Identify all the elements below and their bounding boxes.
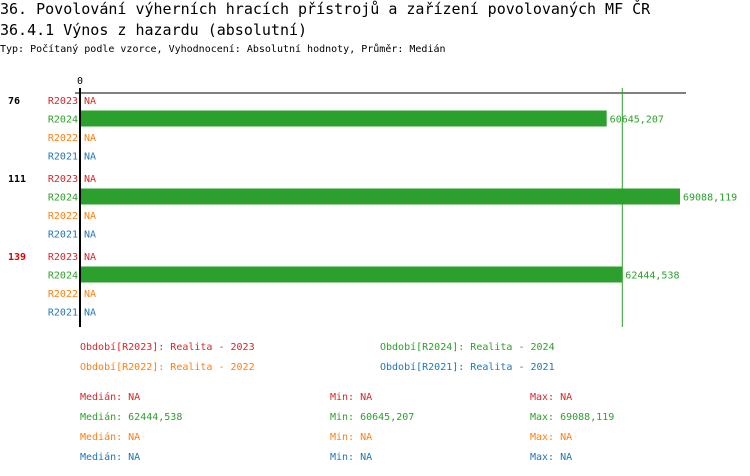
stat-max: Max: NA bbox=[530, 452, 573, 463]
value-label: NA bbox=[84, 289, 96, 300]
stat-median: Medián: NA bbox=[80, 392, 141, 403]
series-label: R2024 bbox=[48, 271, 78, 282]
value-label: 62444,538 bbox=[625, 271, 679, 282]
series-label: R2022 bbox=[48, 211, 78, 222]
value-label: NA bbox=[84, 152, 96, 163]
stat-max: Max: NA bbox=[530, 432, 573, 443]
legend-item: Období[R2023]: Realita - 2023 bbox=[80, 342, 255, 353]
series-label: R2024 bbox=[48, 193, 78, 204]
value-label: NA bbox=[84, 211, 96, 222]
x-tick-label: 0 bbox=[77, 76, 83, 87]
stat-min: Min: NA bbox=[330, 432, 373, 443]
series-label: R2022 bbox=[48, 289, 78, 300]
stat-min: Min: NA bbox=[330, 392, 373, 403]
value-label: NA bbox=[84, 230, 96, 241]
series-label: R2022 bbox=[48, 133, 78, 144]
series-label: R2023 bbox=[48, 96, 78, 107]
series-label: R2021 bbox=[48, 152, 78, 163]
chart-subtitle: 36.4.1 Výnos z hazardu (absolutní) bbox=[0, 21, 308, 39]
legend-item: Období[R2021]: Realita - 2021 bbox=[380, 362, 555, 373]
group-label: 76 bbox=[8, 96, 20, 107]
value-label: 69088,119 bbox=[683, 193, 737, 204]
legend-item: Období[R2024]: Realita - 2024 bbox=[380, 342, 555, 353]
value-label: NA bbox=[84, 252, 96, 263]
group-label: 111 bbox=[8, 174, 26, 185]
stat-median: Medián: NA bbox=[80, 432, 141, 443]
value-label: 60645,207 bbox=[610, 115, 664, 126]
series-label: R2023 bbox=[48, 252, 78, 263]
page-title: 36. Povolování výherních hracích přístro… bbox=[0, 0, 651, 18]
value-label: NA bbox=[84, 133, 96, 144]
group-label: 139 bbox=[8, 252, 26, 263]
stat-median: Medián: NA bbox=[80, 452, 141, 463]
value-label: NA bbox=[84, 174, 96, 185]
series-label: R2021 bbox=[48, 308, 78, 319]
value-label: NA bbox=[84, 96, 96, 107]
stat-max: Max: NA bbox=[530, 392, 573, 403]
bar-R2024 bbox=[81, 110, 607, 127]
bar-R2024 bbox=[81, 188, 680, 205]
stat-min: Min: 60645,207 bbox=[330, 412, 415, 423]
series-label: R2023 bbox=[48, 174, 78, 185]
series-label: R2024 bbox=[48, 115, 78, 126]
legend-item: Období[R2022]: Realita - 2022 bbox=[80, 362, 255, 373]
stat-min: Min: NA bbox=[330, 452, 373, 463]
stat-median: Medián: 62444,538 bbox=[80, 412, 183, 423]
bar-R2024 bbox=[81, 266, 623, 283]
stat-max: Max: 69088,119 bbox=[530, 412, 615, 423]
value-label: NA bbox=[84, 308, 96, 319]
chart-info: Typ: Počítaný podle vzorce, Vyhodnocení:… bbox=[0, 44, 446, 55]
series-label: R2021 bbox=[48, 230, 78, 241]
